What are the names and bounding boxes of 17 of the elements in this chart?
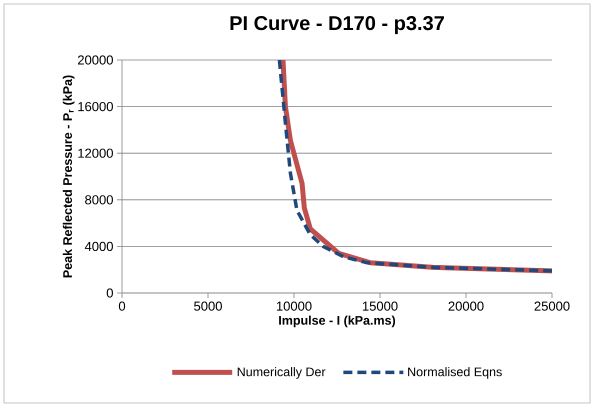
y-tick-label: 12000: [78, 148, 113, 158]
x-tick-label: 5000: [194, 302, 222, 311]
legend-label: Numerically Der: [238, 367, 326, 379]
y-tick-label: 16000: [78, 102, 113, 112]
legend-label: Normalised Eqns: [408, 367, 502, 379]
x-tick-label: 25000: [534, 302, 570, 311]
x-tick-label: 15000: [362, 302, 398, 311]
y-tick-label: 0: [106, 288, 113, 298]
y-tick-label: 8000: [85, 195, 113, 204]
x-tick-label: 20000: [448, 302, 484, 311]
x-tick-label: 10000: [276, 302, 312, 311]
chart-title: PI Curve - D170 - p3.37: [230, 16, 444, 34]
y-axis-title: Peak Reflected Pressure - P$_{r}$ (kPa): [62, 75, 74, 278]
y-tick-label: 4000: [84, 242, 113, 251]
x-tick-label: 0: [118, 302, 126, 311]
x-axis-title: Impulse - I (kPa.ms): [279, 316, 396, 328]
y-tick-label: 20000: [78, 55, 113, 65]
